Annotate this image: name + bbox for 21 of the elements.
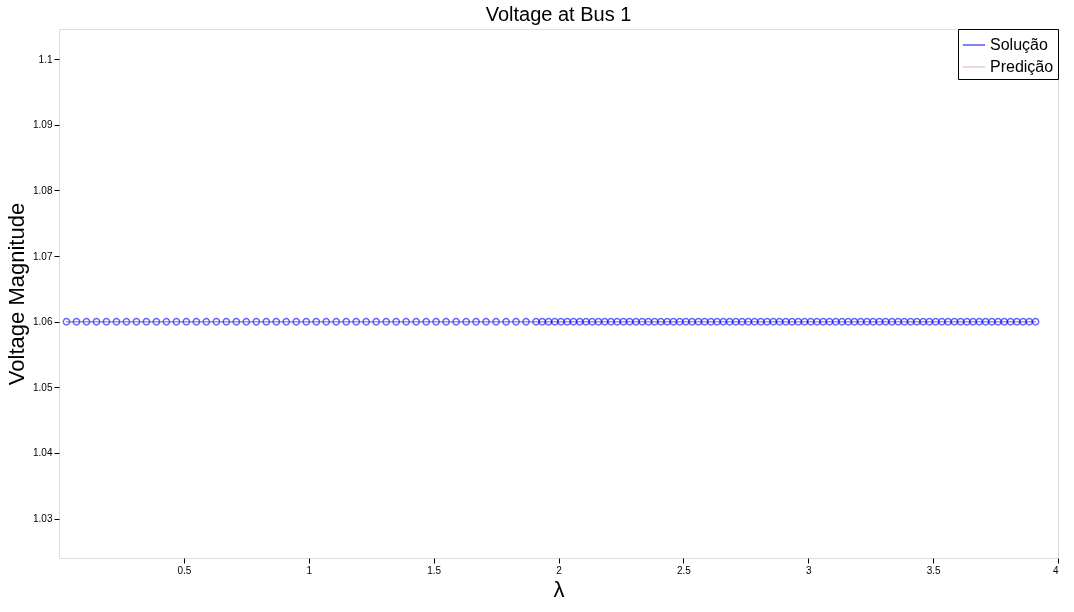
y-tick-label: 1.03: [33, 513, 53, 525]
y-axis-title: Voltage Magnitude: [4, 202, 30, 386]
y-tick-label: 1.05: [33, 381, 53, 393]
x-tick-label: 2.5: [676, 564, 692, 576]
legend-label: Predição: [990, 58, 1054, 75]
x-tick-label: 4: [1052, 564, 1059, 576]
legend-label: Solução: [990, 36, 1048, 53]
y-tick-label: 1.08: [33, 184, 53, 196]
y-tick-label: 1.07: [33, 250, 53, 262]
x-tick-label: 1.5: [427, 564, 442, 576]
x-tick-label: 2: [556, 564, 563, 576]
x-tick-label: 1: [306, 564, 313, 576]
chart-title: Voltage at Bus 1: [485, 3, 632, 25]
x-tick-label: 3: [805, 564, 812, 576]
x-tick-label: 3.5: [926, 564, 942, 576]
x-tick-label: 0.5: [177, 564, 192, 576]
y-tick-label: 1.04: [33, 447, 53, 459]
x-axis-title: λ: [553, 576, 565, 602]
y-tick-label: 1.06: [33, 316, 53, 328]
y-tick-label: 1.1: [38, 53, 53, 65]
y-tick-label: 1.09: [33, 119, 53, 131]
